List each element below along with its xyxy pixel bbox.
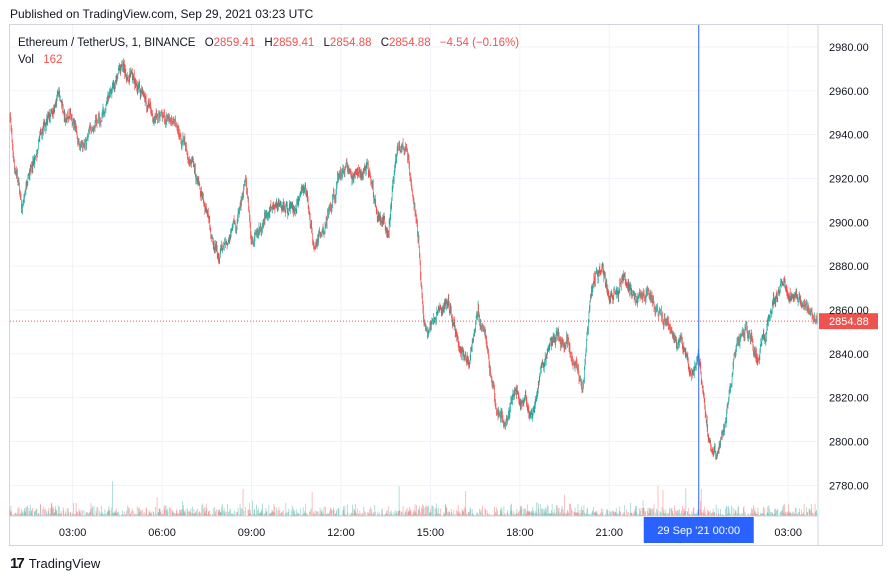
grid-layer — [10, 25, 818, 516]
tradingview-logo-icon[interactable]: 17 — [10, 554, 25, 572]
x-tick-label: 15:00 — [417, 527, 445, 539]
legend-high-value: 2859.41 — [272, 37, 315, 49]
legend-close-value: 2854.88 — [389, 37, 431, 49]
y-tick-label: 2900.00 — [829, 217, 869, 229]
y-tick-label: 2880.00 — [829, 261, 869, 273]
published-line: Published on TradingView.com, Sep 29, 20… — [10, 7, 314, 21]
footer: 17 TradingView — [10, 553, 100, 573]
y-tick-label: 2800.00 — [829, 436, 869, 448]
x-tick-label: 12:00 — [327, 527, 355, 539]
crosshair-time-tag — [643, 517, 754, 543]
legend-volume-label: Vol — [18, 54, 34, 66]
legend: Ethereum / TetherUS, 1, BINANCE O2859.41… — [18, 35, 519, 69]
legend-volume-value: 162 — [43, 54, 63, 66]
brand-name: TradingView — [28, 555, 101, 571]
x-tick-label: 06:00 — [148, 527, 176, 539]
chart-frame — [9, 24, 883, 546]
legend-high-label: H — [264, 37, 273, 49]
overlay-layer: 2854.88 29 Sep '21 00:00 — [10, 25, 878, 543]
last-price-label: 2854.88 — [829, 316, 869, 328]
y-tick-label: 2780.00 — [829, 480, 869, 492]
legend-ohlc-row: Ethereum / TetherUS, 1, BINANCE O2859.41… — [18, 35, 519, 52]
axis-layer: 2980.00 2960.00 2940.00 2920.00 2900.00 2880.… — [9, 24, 869, 545]
legend-open-value: 2859.41 — [213, 37, 256, 49]
legend-open-label: O — [204, 37, 214, 49]
x-tick-label: 18:00 — [506, 527, 534, 539]
y-tick-label: 2860.00 — [829, 305, 869, 317]
crosshair-time-label: 29 Sep '21 00:00 — [657, 525, 740, 537]
y-tick-label: 2840.00 — [829, 349, 869, 361]
y-tick-label: 2820.00 — [829, 393, 869, 405]
x-tick-label: 03:00 — [59, 527, 87, 539]
legend-close-label: C — [380, 37, 390, 49]
legend-low-value: 2854.88 — [329, 37, 372, 49]
x-tick-label: 03:00 — [774, 527, 802, 539]
volume-layer — [9, 481, 819, 516]
x-tick-label: 09:00 — [238, 527, 266, 539]
y-tick-label: 2980.00 — [829, 42, 869, 54]
legend-change: −4.54 (−0.16%) — [439, 37, 520, 49]
y-tick-label: 2960.00 — [829, 86, 869, 98]
candle-layer — [9, 58, 819, 460]
y-tick-label: 2920.00 — [829, 173, 869, 185]
legend-volume-row: Vol 162 — [18, 52, 519, 69]
last-price-tag — [819, 313, 878, 330]
x-tick-label: 21:00 — [596, 527, 624, 539]
legend-low-label: L — [323, 37, 330, 49]
y-tick-label: 2940.00 — [829, 130, 869, 142]
legend-symbol: Ethereum / TetherUS, 1, BINANCE — [18, 37, 196, 49]
